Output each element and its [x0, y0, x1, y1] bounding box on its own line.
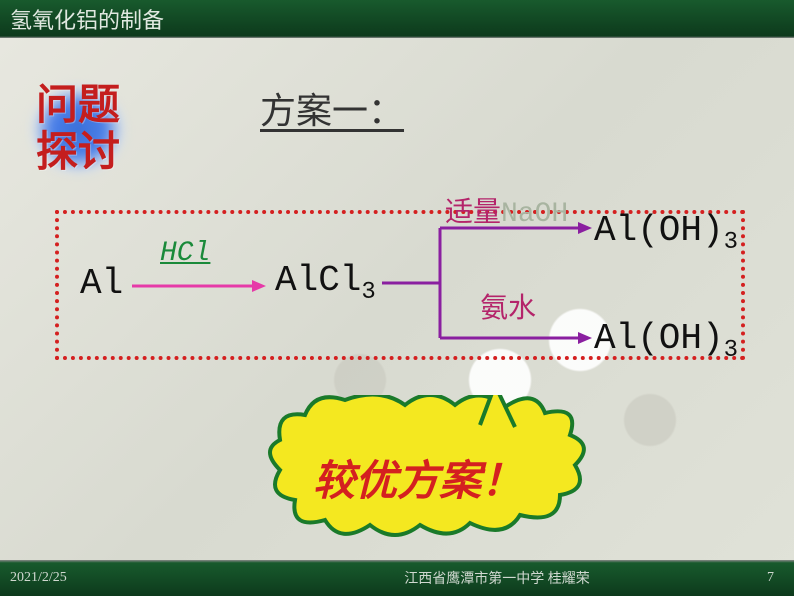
reagent-hcl: HCl — [160, 238, 210, 269]
footer-bar: 2021/2/25 江西省鹰潭市第一中学 桂耀荣 7 — [0, 560, 794, 596]
formula-al: Al — [80, 263, 123, 304]
formula-aloh3-bottom: Al(OH)3 — [594, 318, 738, 364]
branch-lines — [380, 218, 600, 348]
footer-page: 7 — [734, 570, 794, 586]
header-bar: 氢氧化铝的制备 — [0, 0, 794, 38]
formula-aloh3-top: Al(OH)3 — [594, 210, 738, 256]
footer-date: 2021/2/25 — [0, 570, 260, 586]
plan-title: 方案一： — [260, 82, 404, 134]
reagent-ammonia: 氨水 — [480, 286, 536, 326]
footer-school: 江西省鹰潭市第一中学 桂耀荣 — [260, 568, 734, 588]
badge-line2: 探讨 — [36, 130, 120, 176]
arrow-al-to-alcl3 — [130, 276, 270, 296]
header-title: 氢氧化铝的制备 — [10, 3, 164, 35]
reagent-naoh: 适量NaOH — [445, 190, 568, 230]
discussion-badge: 问题 探讨 — [8, 62, 148, 197]
formula-alcl3: AlCl3 — [275, 260, 376, 306]
callout-text: 较优方案！ — [313, 447, 523, 508]
badge-line1: 问题 — [36, 83, 120, 129]
callout-bubble: 较优方案！ — [265, 395, 595, 535]
